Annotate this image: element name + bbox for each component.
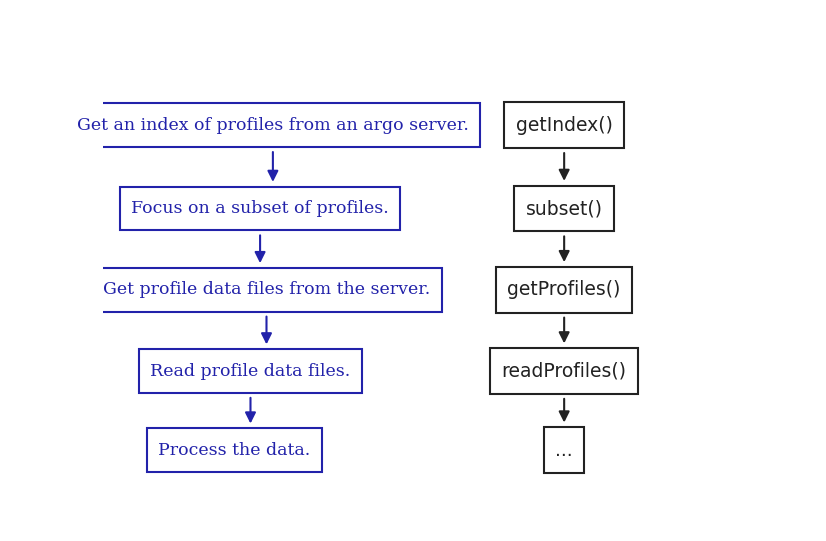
FancyBboxPatch shape [139,349,362,393]
FancyBboxPatch shape [504,102,624,148]
Text: Process the data.: Process the data. [159,442,311,459]
Text: subset(): subset() [525,199,603,218]
FancyBboxPatch shape [65,103,481,147]
Text: getIndex(): getIndex() [515,116,613,135]
FancyBboxPatch shape [490,348,638,394]
FancyBboxPatch shape [120,187,401,230]
Text: Get an index of profiles from an argo server.: Get an index of profiles from an argo se… [77,117,469,134]
Text: Get profile data files from the server.: Get profile data files from the server. [103,281,430,299]
FancyBboxPatch shape [544,427,585,473]
Text: getProfiles(): getProfiles() [507,280,621,299]
Text: ...: ... [555,441,573,460]
FancyBboxPatch shape [92,268,442,312]
FancyBboxPatch shape [147,428,322,472]
FancyBboxPatch shape [496,267,633,313]
Text: Read profile data files.: Read profile data files. [150,362,350,380]
Text: Focus on a subset of profiles.: Focus on a subset of profiles. [131,200,389,217]
FancyBboxPatch shape [514,186,615,232]
Text: readProfiles(): readProfiles() [501,361,627,381]
